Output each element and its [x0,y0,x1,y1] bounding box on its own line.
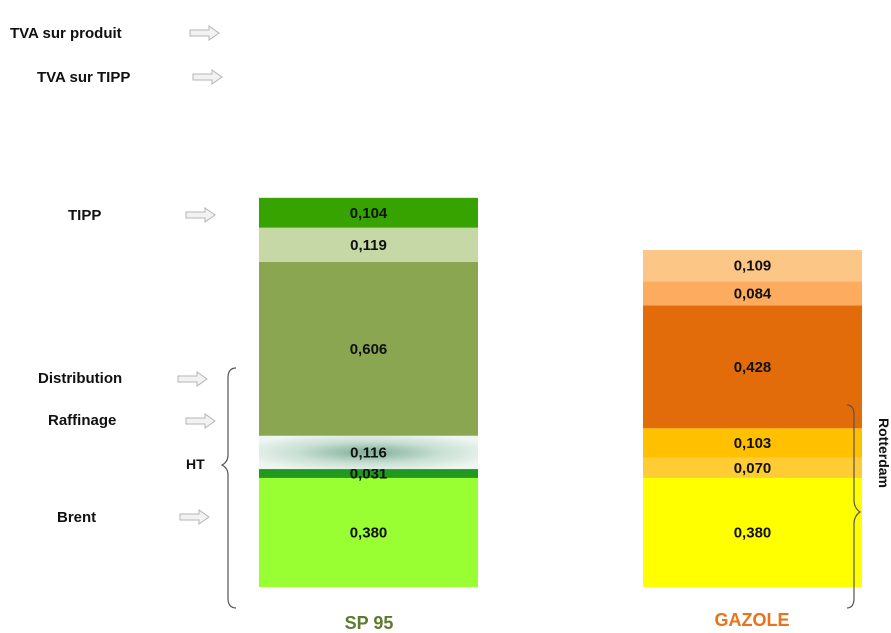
sp95-segment-label-4: 0,119 [350,237,387,254]
sp95-segment-5 [259,197,478,228]
sp95-segment-3 [259,261,478,436]
gazole-segment-0 [643,477,862,587]
arrow-icons [177,25,223,525]
arrow-icon [177,371,208,387]
sp95-segment-0 [259,477,478,587]
gazole-segment-label-5: 0,109 [734,258,772,275]
category-label-raffinage: Raffinage [48,412,116,429]
sp95-segment-2 [259,435,478,470]
rotterdam-brace [846,404,862,609]
rotterdam-label: Rotterdam [876,418,891,488]
arrow-icon [192,69,223,85]
gazole-column: 0,380 0,070 0,103 0,428 0,084 0,109 [643,250,862,587]
gazole-segment-label-3: 0,428 [734,359,772,376]
sp95-segment-label-2: 0,116 [350,444,387,461]
category-label-brent: Brent [57,509,96,526]
ht-label: HT [186,456,205,472]
category-label-tipp: TIPP [68,207,101,224]
category-label-tva-tipp: TVA sur TIPP [37,69,130,86]
arrow-icon [189,25,220,41]
category-label-tva-produit: TVA sur produit [10,25,122,42]
category-label-distribution: Distribution [38,370,122,387]
sp95-segment-1 [259,469,478,478]
gazole-segment-1 [643,457,862,478]
gazole-segment-3 [643,305,862,429]
ht-brace [220,367,237,609]
gazole-segment-2 [643,428,862,458]
gazole-segment-label-2: 0,103 [734,435,772,452]
sp95-segment-label-1: 0,031 [350,465,388,482]
sp95-segment-4 [259,227,478,262]
arrow-icon [185,413,216,429]
column-label-sp95: SP 95 [345,613,394,633]
sp95-segment-label-0: 0,380 [350,524,388,541]
gazole-segment-label-1: 0,070 [734,460,772,477]
arrow-icon [179,509,210,525]
sp95-segment-label-5: 0,104 [350,205,388,222]
arrow-icon [185,207,216,223]
column-label-gazole: GAZOLE [715,610,790,630]
gazole-segment-4 [643,281,862,306]
gazole-segment-label-0: 0,380 [734,524,772,541]
sp95-segment-label-3: 0,606 [350,341,388,358]
gazole-segment-5 [643,250,862,282]
gazole-segment-label-4: 0,084 [734,285,772,302]
sp95-column: 0,380 0,031 0,116 0,606 0,119 0,104 [259,197,478,587]
